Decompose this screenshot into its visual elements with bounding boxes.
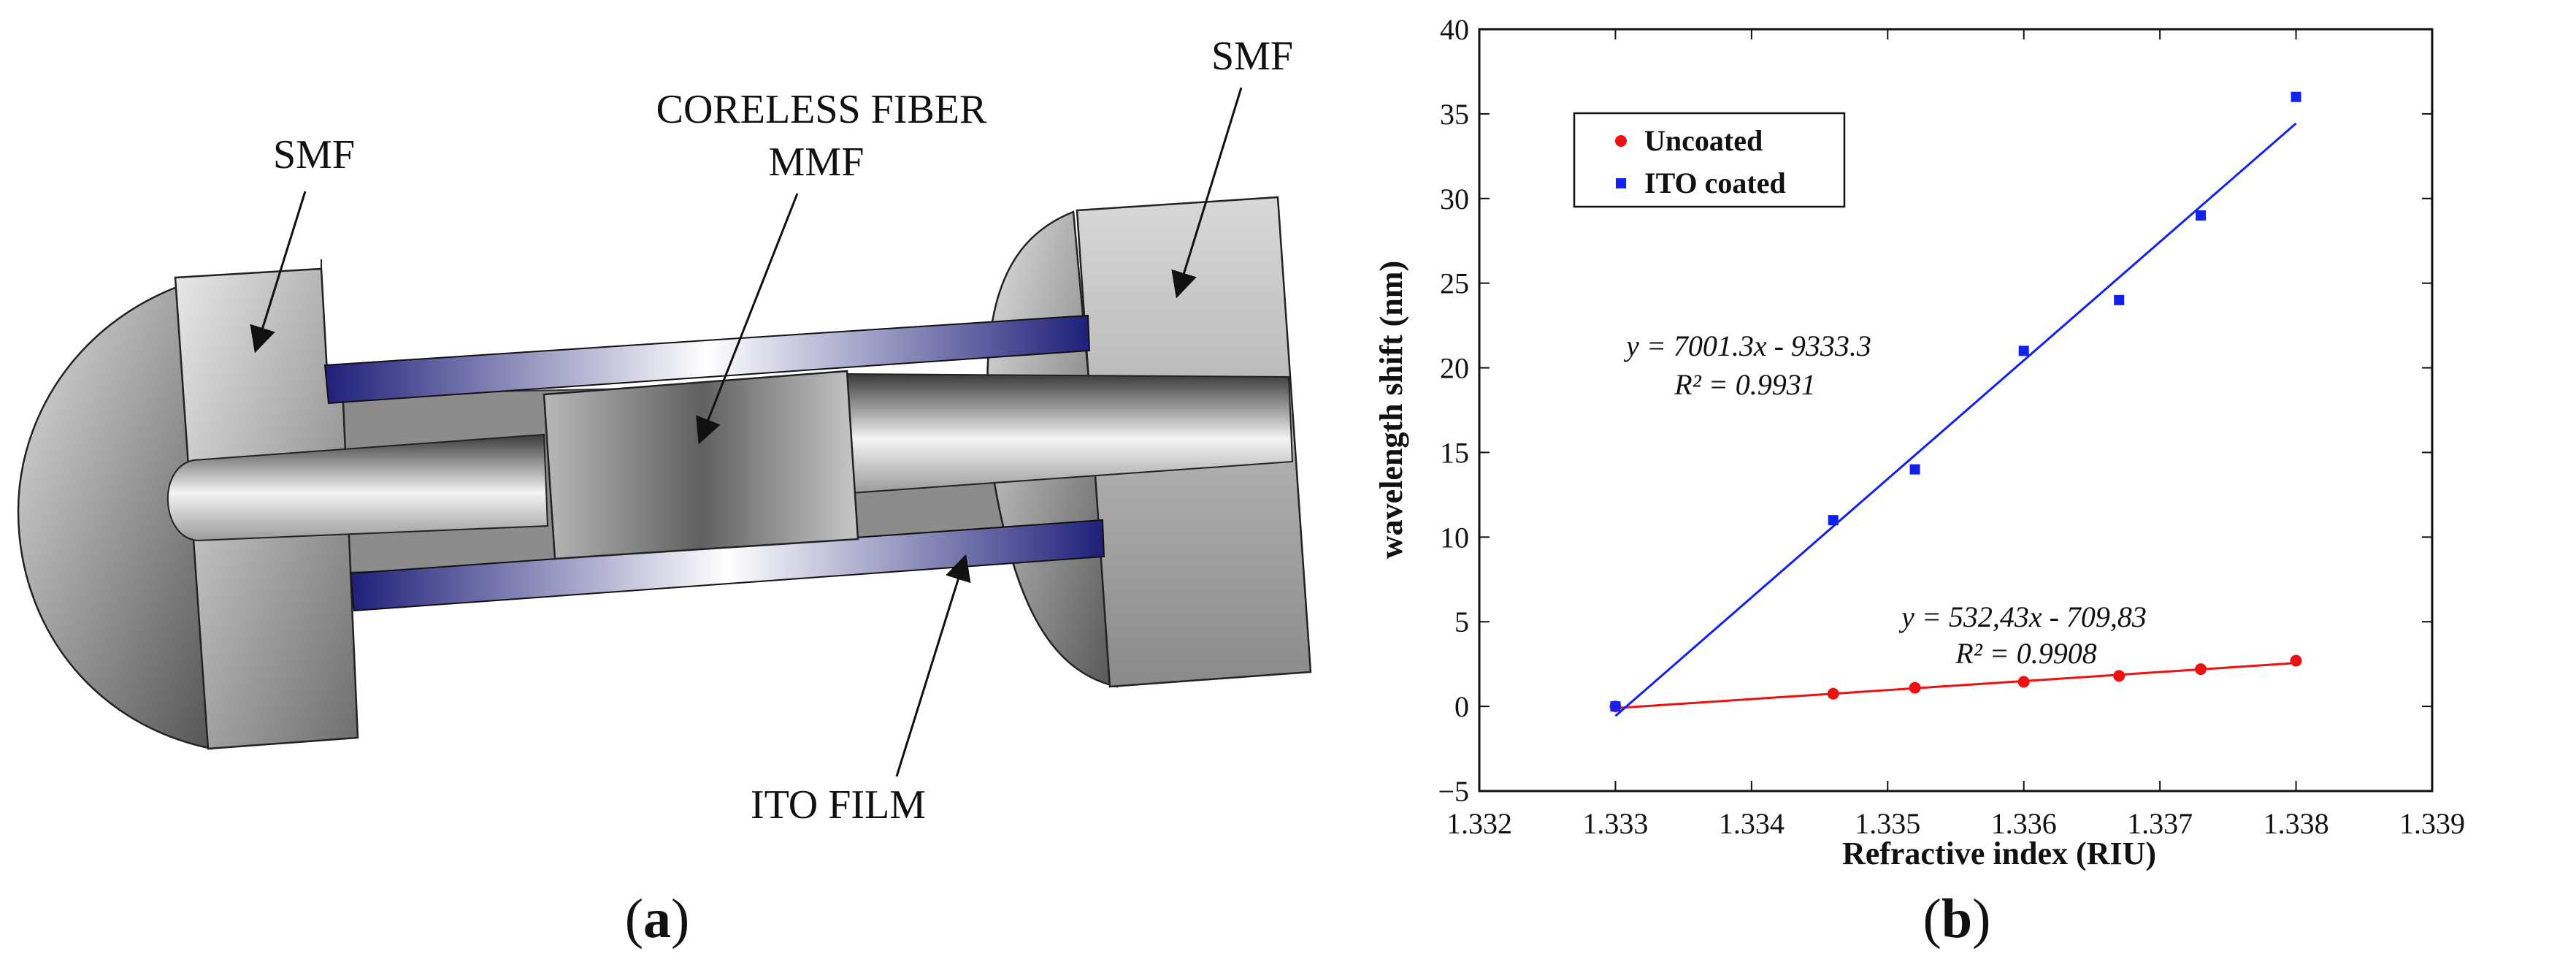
x-tick-label: 1.335 xyxy=(1855,807,1920,840)
rif-chart: 1.332 1.333 1.334 1.335 1.336 1.337 1.338 1.339… xyxy=(1373,13,2465,950)
y-tick-label: −5 xyxy=(1438,775,1469,808)
panel-a-tag: (a) xyxy=(625,888,690,950)
x-tick-label: 1.332 xyxy=(1446,807,1512,840)
left-smf-dome xyxy=(17,275,213,750)
y-tick-label: 20 xyxy=(1440,352,1469,385)
point-uncoated xyxy=(1827,687,1839,700)
y-tick-label: 25 xyxy=(1440,267,1469,300)
x-tick-label: 1.337 xyxy=(2127,807,2193,840)
legend-marker-uncoated xyxy=(1615,135,1627,147)
point-ito-coated xyxy=(2196,210,2207,221)
panel-b-tag: (b) xyxy=(1923,888,1991,950)
label-mmf: MMF xyxy=(769,140,865,185)
legend: Uncoated ITO coated xyxy=(1573,112,1846,208)
point-uncoated xyxy=(2017,676,2030,688)
y-tick-label: 40 xyxy=(1440,13,1469,46)
equation-ito: y = 7001.3x - 9333.3 xyxy=(1623,329,1871,362)
y-tick-label: 15 xyxy=(1440,436,1469,469)
fit-lines xyxy=(1614,122,2297,717)
x-tick-label: 1.333 xyxy=(1582,807,1648,840)
x-tick-label: 1.336 xyxy=(1991,807,2057,840)
y-tick-label: 0 xyxy=(1454,690,1469,723)
y-tick-label: 30 xyxy=(1440,183,1469,215)
label-ito-film: ITO FILM xyxy=(751,782,926,828)
axis-ticks: 1.332 1.333 1.334 1.335 1.336 1.337 1.338 1.339… xyxy=(1438,13,2465,840)
point-uncoated xyxy=(2113,670,2125,682)
data-points xyxy=(1609,91,2302,713)
point-ito-coated xyxy=(2291,91,2301,102)
point-ito-coated xyxy=(1909,464,1920,475)
point-ito-coated xyxy=(1610,701,1621,712)
x-axis-label: Refractive index (RIU) xyxy=(1842,836,2156,871)
x-tick-label: 1.334 xyxy=(1719,807,1785,840)
point-ito-coated xyxy=(2114,294,2125,305)
point-uncoated xyxy=(2290,654,2302,667)
label-smf-left: SMF xyxy=(273,132,355,177)
arrow-smf-left xyxy=(250,191,307,354)
arrow-smf-right xyxy=(1171,87,1243,299)
fit-line-uncoated xyxy=(1615,662,2296,709)
point-uncoated xyxy=(2195,663,2207,676)
point-ito-coated xyxy=(2018,345,2029,356)
coreless-mmf-block xyxy=(543,370,859,560)
y-axis-label: wavelength shift (nm) xyxy=(1373,261,1409,559)
ito-film-top xyxy=(323,314,1091,405)
y-tick-label: 10 xyxy=(1440,521,1469,554)
x-tick-label: 1.339 xyxy=(2399,807,2465,840)
equation-uncoated: y = 532,43x - 709,83 xyxy=(1898,600,2147,633)
legend-marker-ito xyxy=(1616,178,1626,188)
point-uncoated xyxy=(1909,681,1921,694)
point-ito-coated xyxy=(1828,515,1839,526)
x-tick-label: 1.338 xyxy=(2263,807,2329,840)
arrow-ito-film xyxy=(895,554,971,777)
arrow-mmf xyxy=(696,193,799,445)
r2-ito: R² = 0.9931 xyxy=(1674,368,1815,401)
label-coreless-fiber: CORELESS FIBER xyxy=(656,87,987,132)
legend-label-uncoated: Uncoated xyxy=(1644,124,1763,157)
r2-uncoated: R² = 0.9908 xyxy=(1955,637,2096,670)
label-smf-right: SMF xyxy=(1211,34,1293,79)
y-tick-label: 35 xyxy=(1440,98,1469,131)
legend-label-ito: ITO coated xyxy=(1644,167,1786,199)
y-tick-label: 5 xyxy=(1454,606,1469,638)
fit-line-ito-coated xyxy=(1614,122,2297,717)
fiber-schematic: SMF SMF CORELESS FIBER MMF ITO FILM (a) xyxy=(17,34,1312,950)
smf-core-left xyxy=(166,433,549,542)
